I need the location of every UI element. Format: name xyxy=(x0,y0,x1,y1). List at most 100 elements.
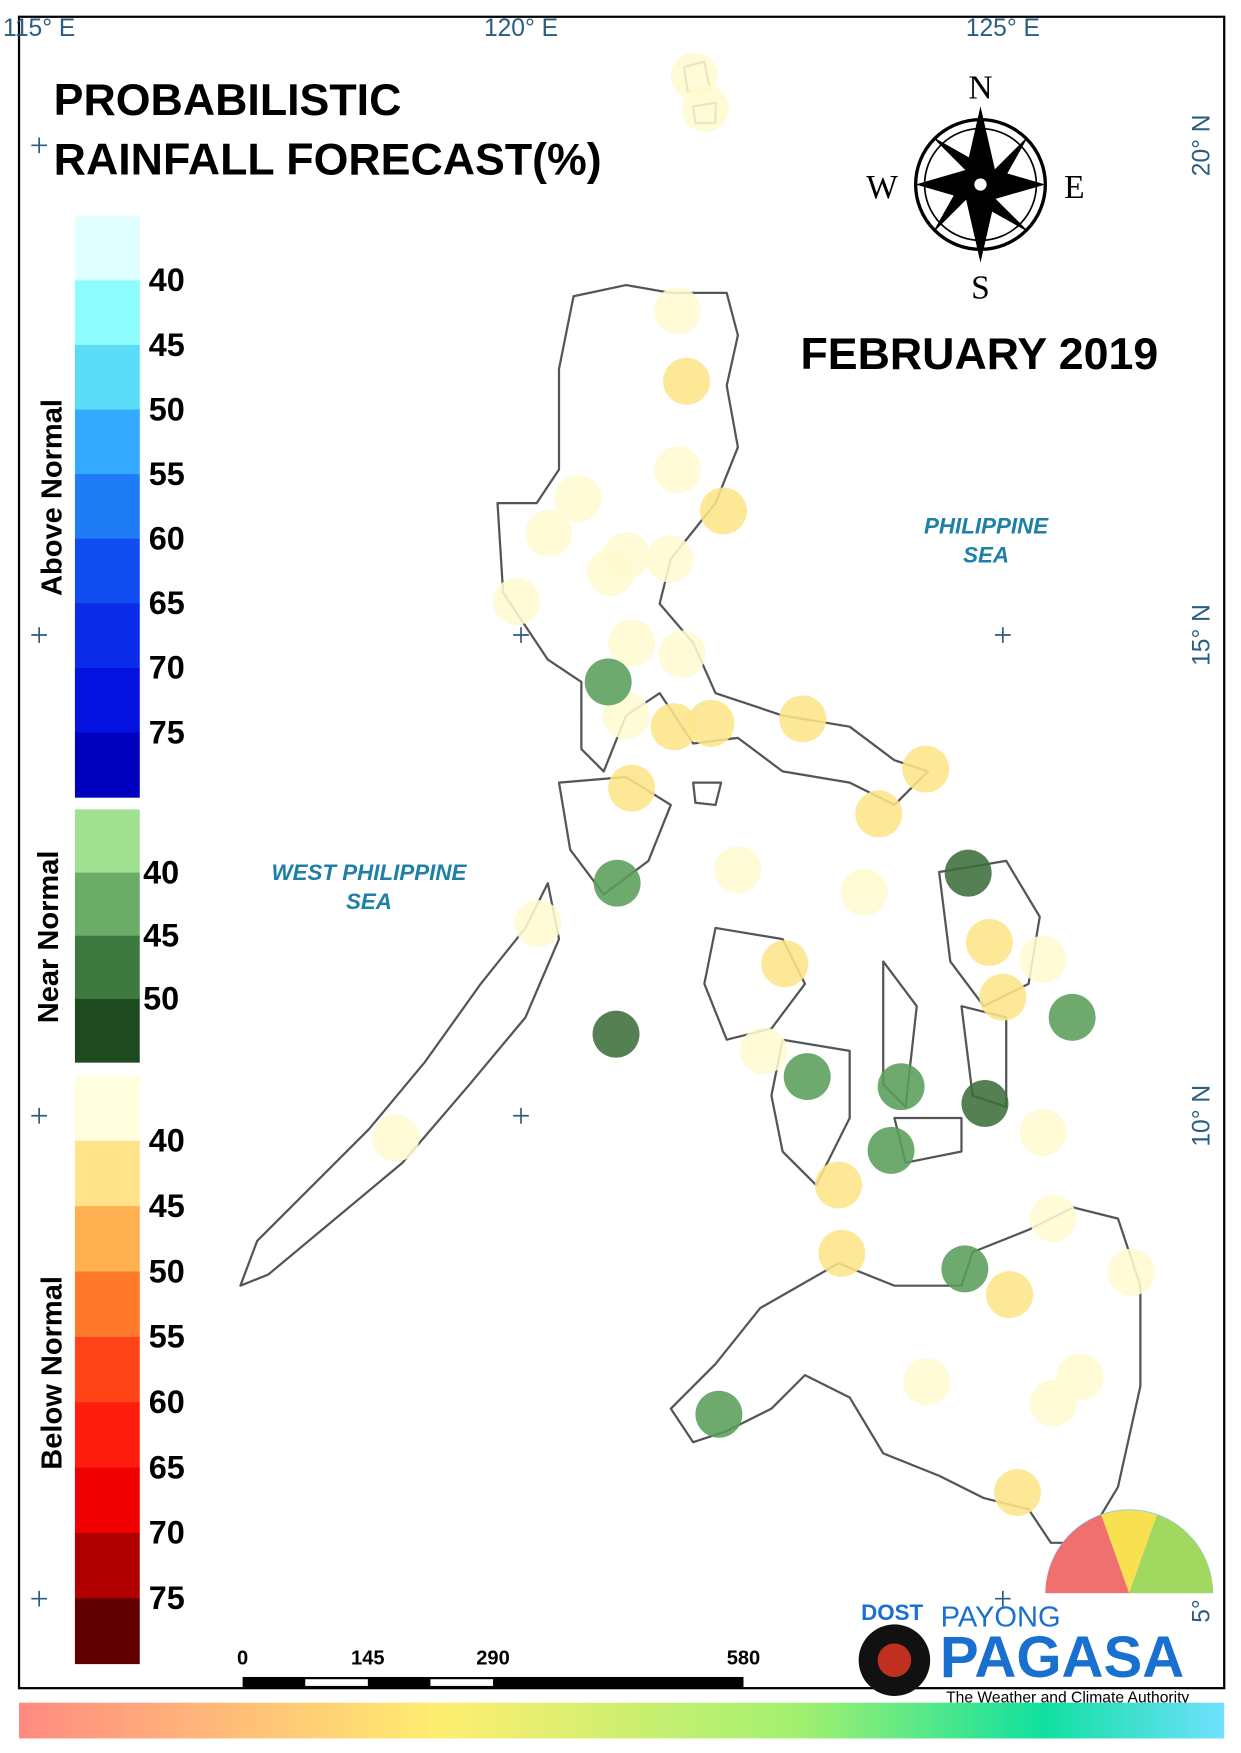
sea-label: PHILIPPINE xyxy=(924,513,1049,538)
legend-label: 60 xyxy=(149,1384,185,1420)
legend-swatch xyxy=(74,1271,140,1338)
lon-label: 120° E xyxy=(484,15,558,42)
scale-label: 0 xyxy=(237,1647,248,1669)
forecast-dot xyxy=(1048,993,1096,1041)
forecast-dot xyxy=(525,509,573,557)
forecast-dot xyxy=(714,846,762,894)
legend: 40 45 50 55 60 65 70 75 Above Normal 40 45 50 Near N… xyxy=(33,215,185,1665)
scale-label: 290 xyxy=(476,1647,510,1669)
logo-brand: PAGASA xyxy=(940,1625,1184,1690)
compass-s: S xyxy=(971,270,990,307)
legend-swatch xyxy=(74,1402,140,1469)
forecast-dot xyxy=(877,1063,925,1111)
legend-swatch xyxy=(74,409,140,475)
graticule xyxy=(31,137,1011,1607)
legend-label: 45 xyxy=(143,918,179,954)
logo-agency: DOST xyxy=(861,1600,923,1625)
legend-label: 65 xyxy=(149,585,185,621)
forecast-dot xyxy=(965,918,1013,966)
title-line: PROBABILISTIC xyxy=(54,76,402,125)
legend-swatch xyxy=(74,667,140,734)
legend-label: 45 xyxy=(149,327,185,363)
forecast-dot xyxy=(493,577,541,625)
forecast-dot xyxy=(840,868,888,916)
forecast-dot xyxy=(1019,1109,1067,1156)
forecast-dot xyxy=(654,287,701,335)
lat-label: 15° N xyxy=(1189,604,1216,666)
legend-label: 50 xyxy=(149,1253,185,1289)
legend-swatch xyxy=(74,215,140,281)
legend-label: 40 xyxy=(149,262,185,298)
legend-label: 50 xyxy=(143,981,179,1017)
forecast-dot xyxy=(646,535,694,583)
forecast-dot xyxy=(662,357,710,405)
forecast-dot xyxy=(658,630,706,678)
legend-label: 40 xyxy=(143,854,179,890)
compass-e: E xyxy=(1064,169,1084,206)
legend-label: 55 xyxy=(149,456,185,492)
forecast-dot xyxy=(1019,935,1067,983)
sea-label: SEA xyxy=(963,542,1009,567)
map-frame xyxy=(17,15,1226,1690)
legend-swatch xyxy=(74,1467,140,1534)
compass-rose xyxy=(913,106,1048,263)
forecast-dot xyxy=(903,1358,951,1406)
forecast-dot xyxy=(687,699,735,747)
legend-label: 70 xyxy=(149,1515,185,1551)
forecast-dot xyxy=(944,849,992,897)
sea-label: WEST PHILIPPINE xyxy=(271,860,467,885)
forecast-dot xyxy=(855,790,903,838)
forecast-dot xyxy=(1029,1195,1077,1243)
forecast-dot xyxy=(650,703,698,751)
forecast-dot xyxy=(681,84,729,132)
forecast-dot xyxy=(602,532,650,580)
legend-swatch xyxy=(74,1075,140,1142)
period: FEBRUARY 2019 xyxy=(800,330,1158,379)
legend-swatch xyxy=(74,1140,140,1207)
compass-w: W xyxy=(866,169,898,206)
logo-tagline: The Weather and Climate Authority xyxy=(946,1690,1189,1707)
legend-swatch xyxy=(74,474,140,540)
forecast-dot xyxy=(592,1010,640,1058)
forecast-dot xyxy=(608,619,656,667)
legend-swatch xyxy=(74,1532,140,1599)
legend-swatch xyxy=(74,280,140,346)
forecast-dot xyxy=(695,1390,743,1438)
forecast-dot xyxy=(584,658,632,706)
legend-label: 70 xyxy=(149,650,185,686)
lat-label: 20° N xyxy=(1189,114,1216,176)
legend-label: 55 xyxy=(149,1319,185,1355)
forecast-dot xyxy=(372,1114,420,1162)
compass-n: N xyxy=(968,69,992,106)
legend-label: 75 xyxy=(149,714,185,750)
forecast-dot xyxy=(740,1027,788,1075)
legend-swatch xyxy=(74,732,140,798)
legend-swatch xyxy=(74,1206,140,1273)
legend-group-title: Near Normal xyxy=(33,850,65,1023)
legend-swatch xyxy=(74,998,140,1063)
legend-label: 75 xyxy=(149,1580,185,1616)
legend-swatch xyxy=(74,809,140,874)
legend-label: 65 xyxy=(149,1449,185,1485)
forecast-dot xyxy=(902,745,950,793)
scale-label: 145 xyxy=(351,1647,385,1669)
legend-group-title: Above Normal xyxy=(36,399,68,596)
forecast-dot xyxy=(654,446,701,494)
forecast-dot xyxy=(979,973,1027,1021)
legend-group-title: Below Normal xyxy=(36,1276,68,1470)
legend-swatch xyxy=(74,872,140,937)
logo xyxy=(858,1509,1214,1696)
forecast-dot xyxy=(1029,1379,1077,1427)
forecast-dot xyxy=(815,1161,862,1209)
sea-label: SEA xyxy=(346,889,392,914)
legend-swatch xyxy=(74,935,140,1000)
legend-swatch xyxy=(74,344,140,411)
legend-swatch xyxy=(74,538,140,604)
forecast-dot xyxy=(818,1229,866,1277)
forecast-dot xyxy=(961,1079,1009,1127)
forecast-dot xyxy=(514,899,562,947)
forecast-dot xyxy=(986,1271,1034,1319)
legend-label: 40 xyxy=(149,1123,185,1159)
lat-label: 10° N xyxy=(1189,1085,1216,1147)
lon-label: 115° E xyxy=(3,15,75,42)
